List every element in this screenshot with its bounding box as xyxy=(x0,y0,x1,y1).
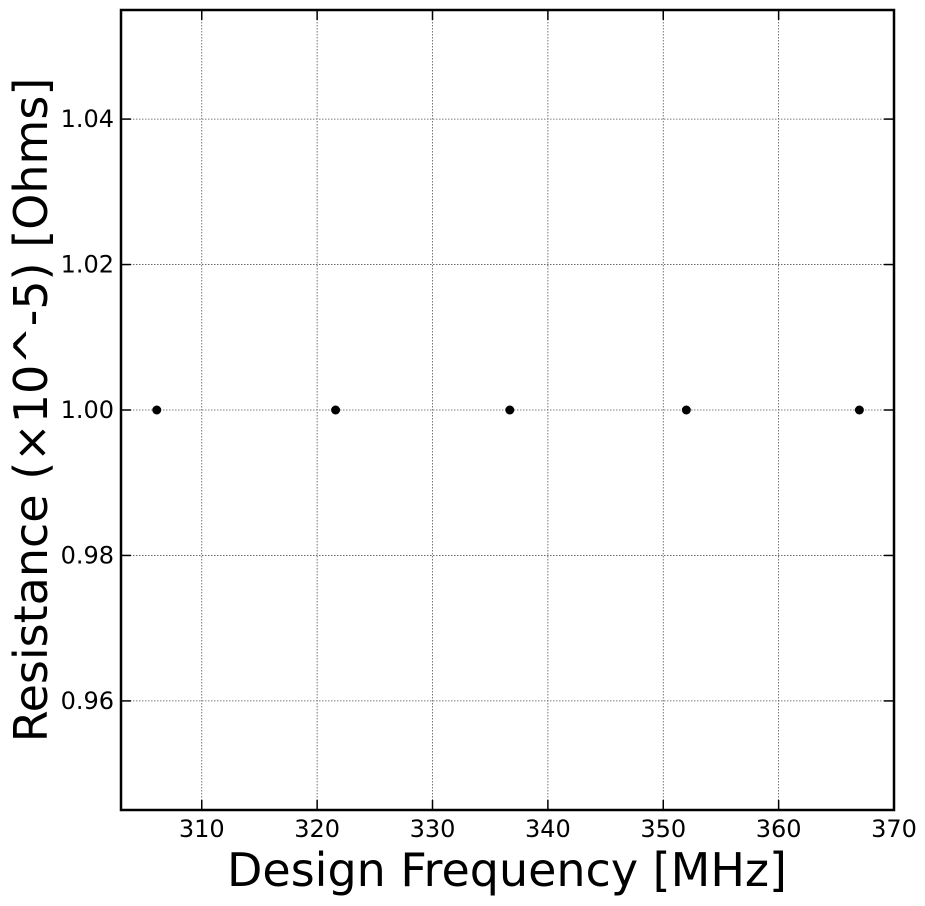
ticks xyxy=(121,10,895,810)
x-tick-label: 310 xyxy=(179,815,225,843)
data-points xyxy=(152,405,864,415)
x-tick-label: 370 xyxy=(871,815,917,843)
data-point xyxy=(854,405,864,415)
data-point xyxy=(152,405,162,415)
y-tick-labels: 0.96 0.98 1.00 1.02 1.04 xyxy=(61,105,114,715)
y-tick-label: 1.00 xyxy=(61,396,114,424)
grid xyxy=(121,10,894,810)
data-point xyxy=(681,405,691,415)
x-tick-labels: 310 320 330 340 350 360 370 xyxy=(179,815,917,843)
data-point xyxy=(331,405,341,415)
x-axis-label: Design Frequency [MHz] xyxy=(227,843,787,897)
x-tick-label: 320 xyxy=(294,815,340,843)
x-tick-label: 350 xyxy=(640,815,686,843)
data-point xyxy=(505,405,515,415)
y-axis-label: Resistance (×10^-5) [Ohms] xyxy=(4,78,58,743)
x-tick-label: 340 xyxy=(525,815,571,843)
y-tick-label: 1.04 xyxy=(61,105,114,133)
x-tick-label: 360 xyxy=(756,815,802,843)
y-tick-label: 0.96 xyxy=(61,687,114,715)
y-tick-label: 1.02 xyxy=(61,251,114,279)
x-tick-label: 330 xyxy=(410,815,456,843)
y-tick-label: 0.98 xyxy=(61,541,114,569)
